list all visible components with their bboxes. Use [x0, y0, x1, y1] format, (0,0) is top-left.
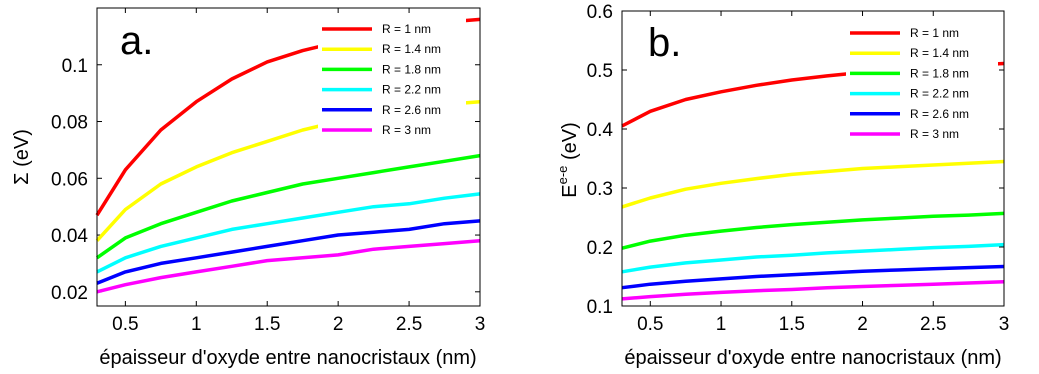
legend-label: R = 2.6 nm — [382, 103, 441, 117]
chart-a-x-tick-labels: 0.5 1 1.5 2 2.5 3 — [112, 314, 485, 335]
series-line — [621, 280, 1005, 301]
y-tick-label: 0.2 — [587, 238, 613, 259]
chart-b-y-axis-label-superscript: e-e — [555, 166, 570, 185]
series-line — [621, 159, 1005, 209]
series-line — [621, 242, 1005, 274]
legend-label: R = 1.8 nm — [910, 66, 969, 80]
x-tick-label: 2.5 — [396, 314, 422, 335]
legend-label: R = 1 nm — [910, 26, 959, 40]
y-tick-label: 0.06 — [51, 169, 88, 190]
y-tick-label: 0.3 — [587, 179, 613, 200]
y-tick-label: 0.1 — [62, 56, 88, 77]
chart-b-legend: R = 1 nm R = 1.4 nm R = 1.8 nm R = 2.2 nm R … — [846, 22, 998, 146]
chart-b-y-axis-label: Ee-e (eV) — [555, 122, 581, 197]
legend-label: R = 1.4 nm — [910, 46, 969, 60]
chart-b: b. R = 1 nm R = 1.4 nm R = 1.8 nm R = 2.2 n… — [555, 2, 1009, 369]
legend-label: R = 1 nm — [382, 22, 431, 36]
x-tick-label: 1 — [716, 314, 727, 335]
y-tick-label: 0.6 — [587, 2, 613, 23]
legend-label: R = 1.4 nm — [382, 42, 441, 56]
series-line — [96, 192, 481, 274]
x-tick-label: 1.5 — [254, 314, 280, 335]
y-tick-label: 0.1 — [587, 297, 613, 318]
chart-b-panel-label: b. — [648, 21, 681, 65]
x-tick-label: 0.5 — [637, 314, 663, 335]
legend-label: R = 2.2 nm — [910, 87, 969, 101]
chart-b-y-axis-label-unit: (eV) — [559, 122, 581, 165]
y-tick-label: 0.02 — [51, 283, 88, 304]
series-line — [96, 238, 481, 294]
chart-a-x-axis-label: épaisseur d'oxyde entre nanocristaux (nm… — [99, 347, 476, 369]
chart-a-y-axis-label: Σ (eV) — [11, 129, 33, 185]
chart-a: a. R = 1 nm R = 1.4 nm R = 1.8 nm R = 2.2 n… — [11, 7, 485, 369]
chart-a-y-tick-labels: 0.02 0.04 0.06 0.08 0.1 — [51, 56, 88, 304]
x-tick-label: 1.5 — [779, 314, 805, 335]
legend-label: R = 1.8 nm — [382, 62, 441, 76]
series-line — [621, 264, 1005, 290]
x-tick-label: 2 — [333, 314, 344, 335]
series-line — [621, 211, 1005, 250]
x-tick-label: 0.5 — [112, 314, 138, 335]
chart-a-panel-label: a. — [120, 19, 153, 63]
legend-label: R = 2.2 nm — [382, 83, 441, 97]
chart-a-legend: R = 1 nm R = 1.4 nm R = 1.8 nm R = 2.2 nm R … — [318, 16, 466, 137]
chart-b-legend-box — [846, 22, 998, 146]
y-tick-label: 0.4 — [587, 120, 614, 141]
y-tick-label: 0.04 — [51, 226, 88, 247]
x-tick-label: 2.5 — [920, 314, 946, 335]
chart-b-x-axis-label: épaisseur d'oxyde entre nanocristaux (nm… — [624, 347, 1001, 369]
series-line — [96, 219, 481, 285]
x-tick-label: 3 — [999, 314, 1010, 335]
chart-b-frame — [621, 10, 1005, 307]
chart-a-frame — [96, 7, 481, 307]
chart-b-y-tick-labels: 0.1 0.2 0.3 0.4 0.5 0.6 — [587, 2, 614, 318]
legend-label: R = 2.6 nm — [910, 107, 969, 121]
chart-b-x-tick-labels: 0.5 1 1.5 2 2.5 3 — [637, 314, 1009, 335]
chart-a-legend-box — [318, 16, 466, 136]
x-tick-label: 2 — [857, 314, 868, 335]
legend-label: R = 3 nm — [382, 123, 431, 137]
x-tick-label: 3 — [475, 314, 486, 335]
x-tick-label: 1 — [191, 314, 202, 335]
chart-b-y-axis-label-main: E — [559, 184, 581, 197]
series-line — [95, 153, 481, 260]
y-tick-label: 0.5 — [587, 61, 613, 82]
legend-label: R = 3 nm — [910, 127, 959, 141]
y-tick-label: 0.08 — [51, 113, 88, 134]
